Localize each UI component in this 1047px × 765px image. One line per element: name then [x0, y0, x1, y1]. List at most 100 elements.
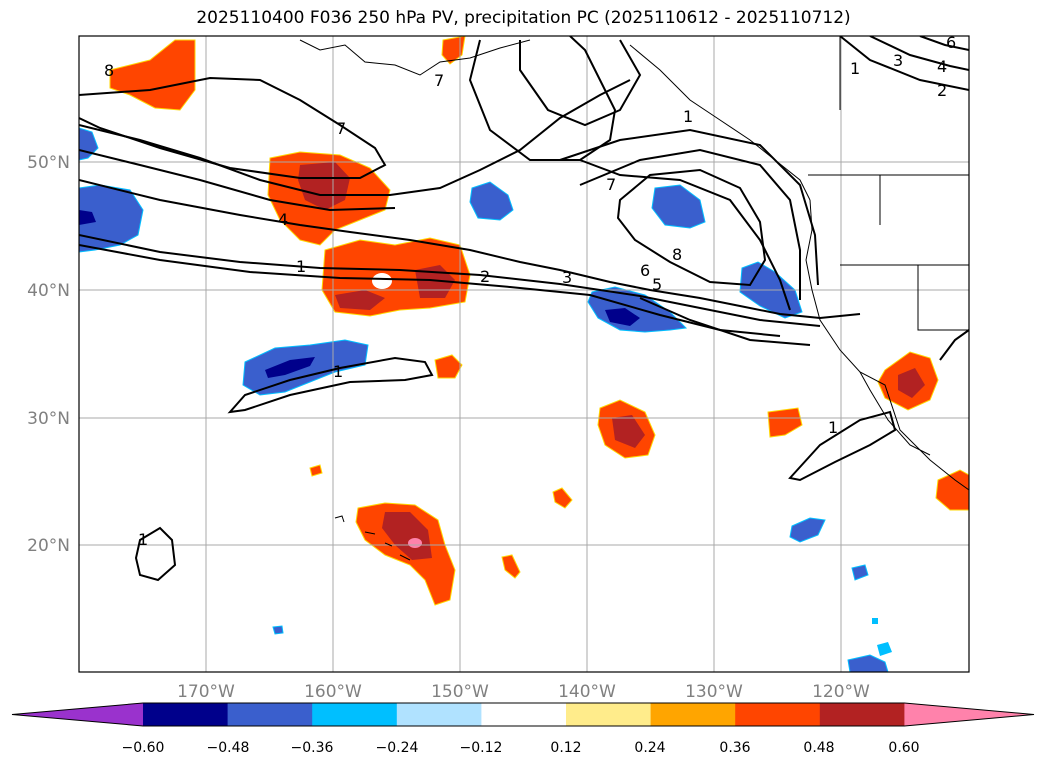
contour-label: 8	[672, 245, 682, 264]
colorbar-tick: 0.48	[803, 740, 834, 756]
colorbar-tick: 0.24	[634, 740, 665, 756]
colorbar-swatch	[312, 703, 398, 726]
contour-label: 1	[828, 418, 838, 437]
colorbar-swatch	[481, 703, 567, 726]
contour-label: 7	[434, 71, 444, 90]
precip-core	[382, 512, 432, 560]
contour-label: 1	[850, 59, 860, 78]
colorbar-extend-low	[12, 703, 143, 726]
coastline-alaska	[299, 39, 531, 76]
pv-contour	[134, 526, 177, 582]
pv-contour	[939, 329, 969, 361]
coastline-hawaii	[334, 515, 411, 561]
precip-blob	[469, 181, 514, 221]
colorbar-tick: −0.60	[122, 740, 165, 756]
contour-labels: 8 7 7 4 1 2 3 7 8 6 5 1 1 3 4 2 6 1 1 1	[104, 33, 956, 549]
pv-contour	[519, 39, 642, 127]
precip-blob	[309, 464, 323, 477]
lat-label-20n: 20°N	[27, 536, 70, 556]
contour-label: 3	[893, 51, 903, 70]
map-frame	[78, 35, 970, 673]
precip-hole	[372, 273, 392, 289]
contour-label: 7	[336, 119, 346, 138]
precip-blob	[877, 642, 892, 656]
lon-label-140w: 140°W	[558, 682, 616, 702]
colorbar-swatch	[566, 703, 652, 726]
pv-contour	[788, 410, 897, 482]
precip-core	[79, 210, 96, 225]
pv-contour	[579, 148, 801, 300]
contour-label: 8	[104, 61, 114, 80]
precip-negative-areas	[79, 127, 892, 672]
border-states	[839, 36, 969, 331]
colorbar-swatch	[735, 703, 821, 726]
colorbar-tick: −0.36	[291, 740, 334, 756]
coastlines	[299, 36, 969, 561]
lon-label-150w: 150°W	[431, 682, 489, 702]
pv-contour	[559, 128, 819, 286]
lon-label-120w: 120°W	[812, 682, 870, 702]
pv-contour	[79, 79, 631, 196]
precip-peak	[408, 538, 422, 548]
pv-contour	[79, 149, 396, 212]
contour-label: 6	[640, 261, 650, 280]
contour-label: 1	[138, 530, 148, 549]
colorbar-tick: −0.48	[207, 740, 250, 756]
precip-core	[265, 357, 315, 378]
coastline-bc	[629, 44, 811, 201]
contour-label: 7	[606, 175, 616, 194]
contour-label: 1	[296, 257, 306, 276]
colorbar-ticks: −0.60 −0.48 −0.36 −0.24 −0.12 0.12 0.24 …	[122, 740, 920, 756]
precip-blob	[767, 407, 803, 438]
coastline-baja	[859, 371, 931, 456]
lon-label-160w: 160°W	[304, 682, 362, 702]
latitude-labels: 50°N 40°N 30°N 20°N	[27, 153, 70, 556]
precip-core	[298, 162, 350, 210]
map-title: 2025110400 F036 250 hPa PV, precipitatio…	[196, 8, 851, 28]
colorbar-tick: 0.60	[888, 740, 919, 756]
pv-contour	[227, 356, 434, 414]
map-panel: 8 7 7 4 1 2 3 7 8 6 5 1 1 3 4 2 6 1 1 1	[78, 33, 970, 673]
contour-label: 1	[333, 362, 343, 381]
precip-core	[335, 290, 385, 310]
precip-core	[898, 368, 925, 398]
colorbar: −0.60 −0.48 −0.36 −0.24 −0.12 0.12 0.24 …	[11, 702, 1035, 756]
precip-blob	[552, 487, 573, 509]
precip-blob	[501, 554, 521, 579]
precip-blob	[847, 654, 889, 672]
contour-label: 2	[480, 267, 490, 286]
precip-blob	[272, 625, 284, 635]
colorbar-tick: 0.12	[550, 740, 581, 756]
graticule	[79, 36, 969, 672]
precip-blob	[789, 517, 826, 543]
colorbar-swatch	[227, 703, 313, 726]
colorbar-swatches	[11, 702, 1035, 727]
contour-label: 4	[278, 210, 288, 229]
lon-label-130w: 130°W	[685, 682, 743, 702]
colorbar-tick: 0.36	[719, 740, 750, 756]
precip-core	[612, 415, 645, 448]
precip-core	[605, 308, 640, 326]
pv-contour	[79, 234, 821, 327]
pv-contour	[579, 159, 791, 311]
colorbar-tick: −0.24	[376, 740, 419, 756]
pv-contour	[79, 244, 781, 337]
lon-label-170w: 170°W	[177, 682, 235, 702]
colorbar-outline	[11, 702, 1035, 727]
longitude-labels: 170°W 160°W 150°W 140°W 130°W 120°W	[177, 682, 870, 702]
colorbar-swatch	[819, 703, 905, 726]
pv-contour	[79, 179, 861, 320]
contour-label: 3	[562, 268, 572, 287]
contour-label: 4	[937, 57, 947, 76]
pv-contour	[919, 36, 969, 51]
colorbar-swatch	[143, 703, 229, 726]
pv-contour	[616, 168, 767, 287]
colorbar-swatch	[396, 703, 482, 726]
contour-label: 5	[652, 275, 662, 294]
pv-contours	[79, 36, 969, 582]
pv-contour	[839, 36, 969, 91]
contour-label: 6	[946, 33, 956, 52]
precip-blob	[872, 618, 878, 624]
colorbar-swatch	[650, 703, 736, 726]
